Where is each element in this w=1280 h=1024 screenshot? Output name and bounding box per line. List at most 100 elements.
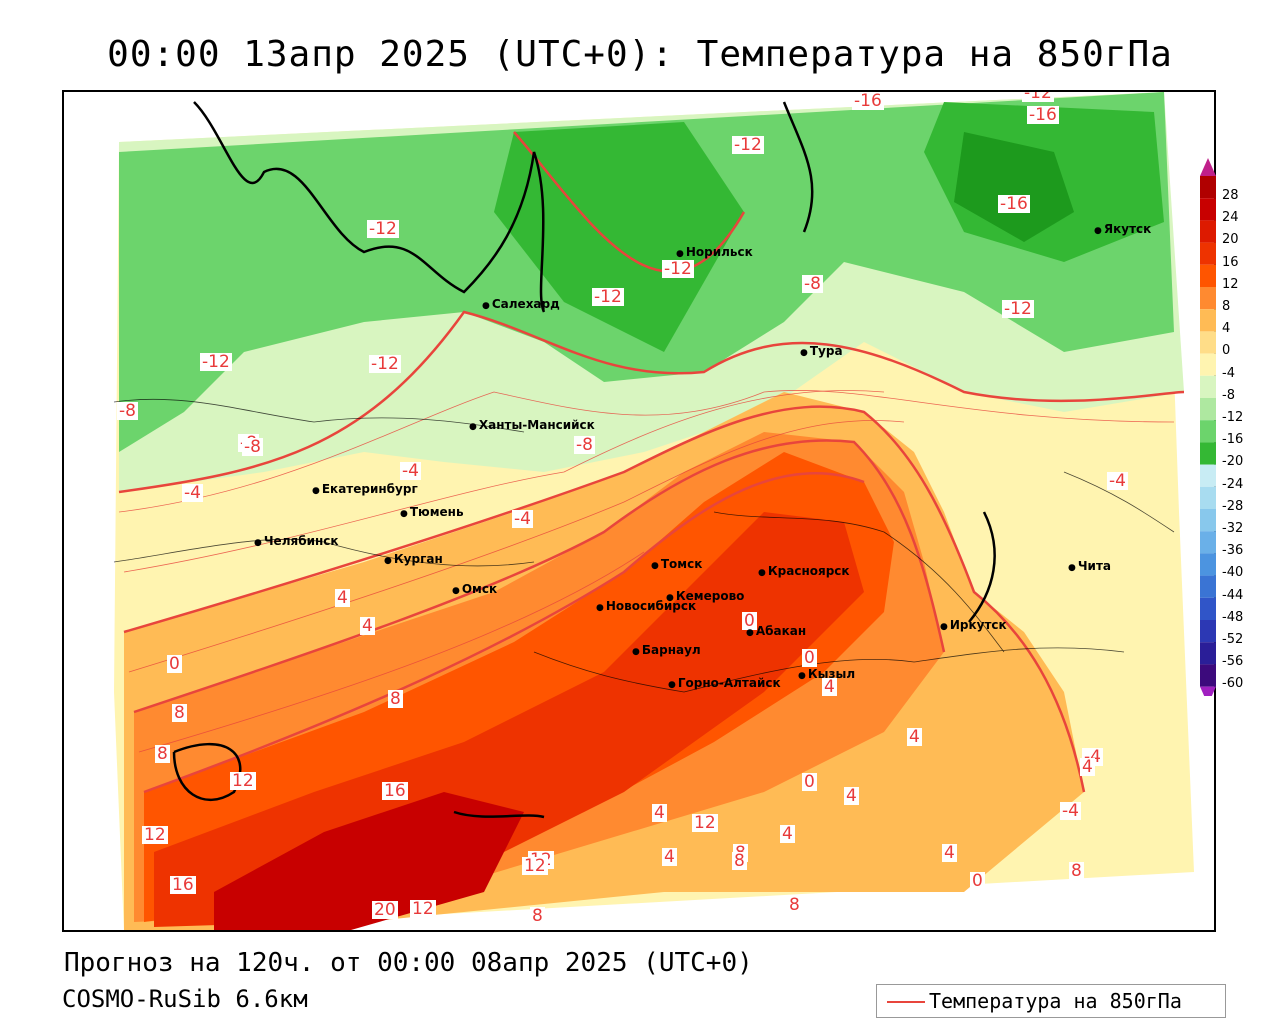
isotherm-label: 12 bbox=[142, 825, 168, 845]
isotherm-label: 4 bbox=[942, 843, 957, 863]
colorbar-tick-label: 8 bbox=[1222, 299, 1231, 314]
colorbar-tick-label: -20 bbox=[1222, 454, 1244, 470]
colorbar-segment bbox=[1200, 486, 1216, 509]
isotherm-label: -12 bbox=[1022, 92, 1054, 102]
isotherm-label: 8 bbox=[732, 851, 747, 871]
colorbar-tick-label: 4 bbox=[1222, 321, 1231, 337]
isotherm-label: 0 bbox=[970, 871, 985, 891]
colorbar-tick-label: -28 bbox=[1222, 498, 1244, 514]
colorbar-segment bbox=[1200, 176, 1216, 199]
isotherm-label: 20 bbox=[372, 900, 398, 920]
colorbar-segment bbox=[1200, 198, 1216, 221]
isotherm-label: -4 bbox=[400, 461, 421, 481]
city-marker: Ханты-Мансийск bbox=[469, 418, 595, 432]
temperature-colorbar bbox=[1200, 158, 1216, 696]
city-marker: Горно-Алтайск bbox=[668, 676, 781, 690]
map-panel: -16 -12 -16 -16 -12 -12 -12 -8 -12 -12 -8 -8 -4 -4 -4 -… bbox=[62, 90, 1216, 932]
isotherm-label: -12 bbox=[1002, 299, 1034, 319]
isotherm-label: 4 bbox=[662, 847, 677, 867]
colorbar-tick-label: -24 bbox=[1222, 476, 1244, 492]
colorbar-segment bbox=[1200, 309, 1216, 332]
isotherm-label: 4 bbox=[652, 803, 667, 823]
isotherm-label: 4 bbox=[844, 786, 859, 806]
temperature-map bbox=[113, 92, 1194, 930]
isotherm-label: 4 bbox=[907, 727, 922, 747]
colorbar-tick-label: -32 bbox=[1222, 521, 1244, 536]
city-marker: Челябинск bbox=[254, 534, 339, 548]
isotherm-label: 0 bbox=[802, 772, 817, 792]
contour-line-swatch bbox=[887, 1001, 925, 1003]
isotherm-label: 0 bbox=[167, 654, 182, 674]
colorbar-segment bbox=[1200, 664, 1216, 687]
isotherm-label: -16 bbox=[998, 194, 1030, 214]
isotherm-label: 12 bbox=[230, 771, 256, 791]
isotherm-label: -4 bbox=[1107, 471, 1128, 491]
colorbar-segment bbox=[1200, 509, 1216, 532]
colorbar-tick-label: -36 bbox=[1222, 543, 1244, 559]
isotherm-label: 12 bbox=[410, 899, 436, 919]
city-marker: Барнаул bbox=[632, 643, 701, 657]
isotherm-label: -12 bbox=[662, 259, 694, 279]
isotherm-label: 8 bbox=[172, 703, 187, 723]
colorbar-segment bbox=[1200, 464, 1216, 487]
colorbar-segment bbox=[1200, 220, 1216, 243]
isotherm-label: 4 bbox=[822, 677, 837, 697]
colorbar-tick-label: -60 bbox=[1222, 676, 1244, 692]
city-marker: Кызыл bbox=[798, 667, 855, 681]
colorbar-tick-label: -48 bbox=[1222, 609, 1244, 625]
isotherm-label: -16 bbox=[852, 91, 884, 111]
colorbar-tick-label: -56 bbox=[1222, 654, 1244, 670]
colorbar-tick-label: -44 bbox=[1222, 587, 1244, 603]
colorbar-segment bbox=[1200, 575, 1216, 598]
map-legend: Температура на 850гПа bbox=[876, 984, 1226, 1018]
isotherm-label: -12 bbox=[200, 352, 232, 372]
city-marker: Норильск bbox=[676, 245, 753, 259]
isotherm-label: 4 bbox=[335, 588, 350, 608]
city-marker: Кемерово bbox=[666, 589, 745, 603]
colorbar-segment bbox=[1200, 620, 1216, 643]
isotherm-label: -8 bbox=[574, 435, 595, 455]
isotherm-label: 12 bbox=[692, 813, 718, 833]
isotherm-label: 8 bbox=[155, 744, 170, 764]
city-marker: Чита bbox=[1068, 559, 1111, 573]
city-marker: Якутск bbox=[1094, 222, 1151, 236]
colorbar-tick-label: 12 bbox=[1222, 276, 1239, 292]
colorbar-segment bbox=[1200, 442, 1216, 465]
colorbar-segment bbox=[1200, 420, 1216, 443]
colorbar-tick-label: -40 bbox=[1222, 565, 1244, 581]
city-marker: Тюмень bbox=[400, 505, 464, 519]
isotherm-label: 4 bbox=[360, 616, 375, 636]
colorbar-tick-label: -52 bbox=[1222, 632, 1244, 647]
isotherm-label: 4 bbox=[1080, 757, 1095, 777]
isotherm-label: -8 bbox=[117, 401, 138, 421]
colorbar-segment bbox=[1200, 242, 1216, 265]
colorbar-segment bbox=[1200, 642, 1216, 665]
colorbar-tick-label: 24 bbox=[1222, 210, 1239, 226]
isotherm-label: -12 bbox=[732, 135, 764, 155]
isotherm-label: -16 bbox=[1027, 105, 1059, 125]
isotherm-label: 8 bbox=[388, 689, 403, 709]
colorbar-segment bbox=[1200, 264, 1216, 287]
isotherm-label: -4 bbox=[182, 483, 203, 503]
isotherm-label: 4 bbox=[780, 824, 795, 844]
colorbar-bottom-arrow bbox=[1200, 686, 1216, 696]
colorbar-tick-label: -12 bbox=[1222, 410, 1244, 425]
city-marker: Курган bbox=[384, 552, 443, 566]
isotherm-label: 8 bbox=[787, 895, 802, 915]
city-marker: Красноярск bbox=[758, 564, 850, 578]
isotherm-label: 8 bbox=[1069, 861, 1084, 881]
isotherm-label: 16 bbox=[382, 781, 408, 801]
colorbar-segment bbox=[1200, 531, 1216, 554]
forecast-subtitle: Прогноз на 120ч. от 00:00 08апр 2025 (UT… bbox=[64, 948, 753, 978]
colorbar-tick-label: -4 bbox=[1222, 365, 1235, 381]
legend-label: Температура на 850гПа bbox=[929, 989, 1182, 1013]
city-marker: Омск bbox=[452, 582, 497, 596]
colorbar-segment bbox=[1200, 287, 1216, 310]
map-title: 00:00 13апр 2025 (UTC+0): Температура на… bbox=[107, 34, 1173, 75]
city-marker: Томск bbox=[651, 557, 703, 571]
colorbar-top-arrow bbox=[1200, 158, 1216, 176]
isotherm-label: 16 bbox=[170, 875, 196, 895]
city-marker: Салехард bbox=[482, 297, 560, 311]
isotherm-label: -12 bbox=[369, 354, 401, 374]
colorbar-tick-label: -16 bbox=[1222, 432, 1244, 448]
